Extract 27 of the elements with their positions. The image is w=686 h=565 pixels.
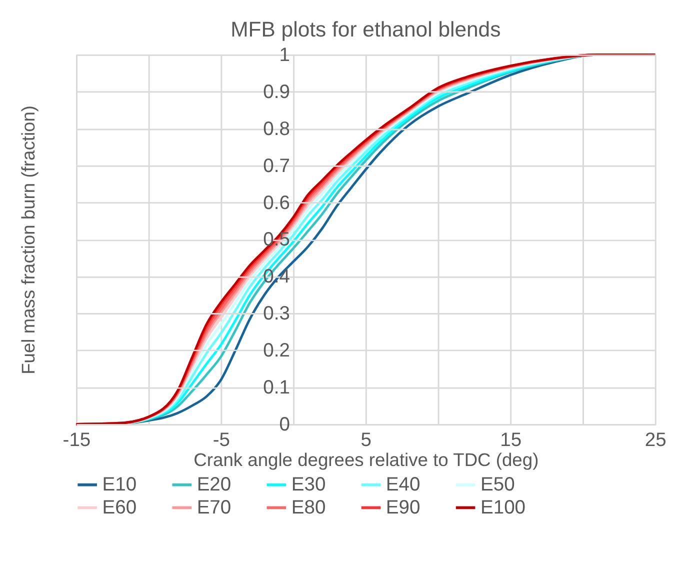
chart-title: MFB plots for ethanol blends <box>230 18 501 42</box>
legend-label: E100 <box>480 497 526 518</box>
y-axis-title: Fuel mass fraction burn (fraction) <box>17 105 38 374</box>
legend-label: E20 <box>196 474 232 496</box>
y-tick-label: 0.1 <box>263 378 290 399</box>
legend-label: E70 <box>196 497 232 518</box>
legend-label: E40 <box>386 474 420 496</box>
x-tick-label: -15 <box>62 430 91 451</box>
y-tick-label: 0.6 <box>263 192 290 214</box>
y-tick-label: 1 <box>279 44 290 66</box>
legend-label: E60 <box>102 497 137 518</box>
y-tick-label: 0.3 <box>263 304 290 325</box>
x-tick-label: 25 <box>644 430 666 451</box>
legend-label: E50 <box>480 474 515 496</box>
legend-label: E10 <box>102 474 137 496</box>
y-tick-label: 0.9 <box>263 82 290 103</box>
y-tick-label: 0.7 <box>263 156 290 177</box>
legend-label: E30 <box>291 474 326 496</box>
y-tick-label: 0.2 <box>263 340 290 362</box>
x-tick-label: -5 <box>212 430 230 451</box>
legend-label: E90 <box>386 497 420 518</box>
y-tick-label: 0.8 <box>263 118 290 140</box>
legend-label: E80 <box>291 497 326 518</box>
x-axis-title: Crank angle degrees relative to TDC (deg) <box>194 449 539 470</box>
y-tick-label: 0 <box>279 414 290 436</box>
x-tick-label: 5 <box>360 430 372 451</box>
x-tick-label: 15 <box>500 430 522 451</box>
